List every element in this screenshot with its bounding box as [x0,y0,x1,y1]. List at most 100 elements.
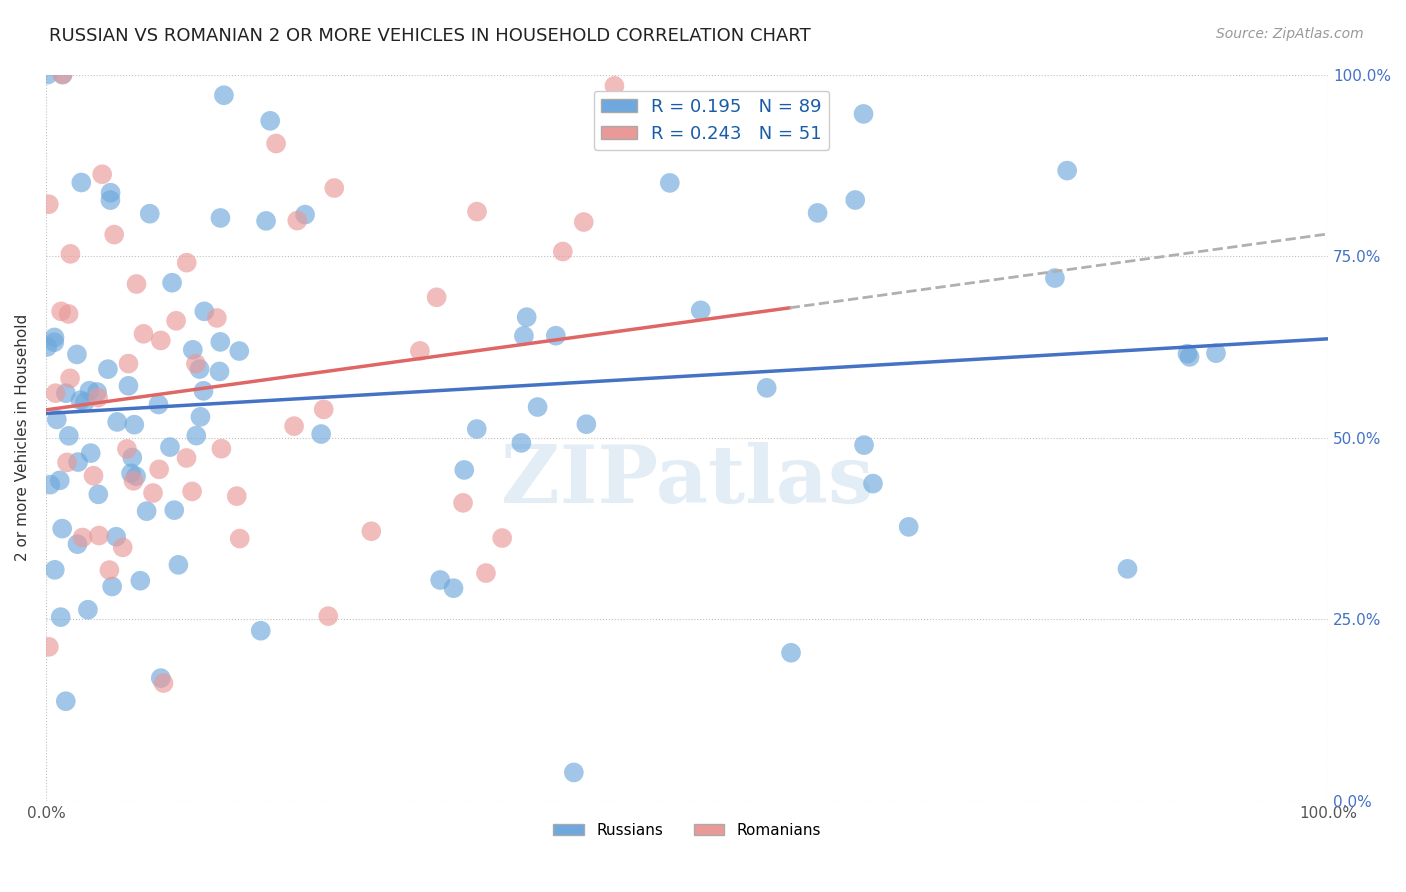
Point [135,504,157,518]
Point [285,213,308,227]
Point [87,487,110,501]
Point [208,364,231,378]
Point [205,310,228,325]
Point [1116,562,1139,576]
Point [52,68,75,82]
Point [225,489,247,503]
Point [86,384,108,399]
Point [209,211,232,225]
Point [122,474,145,488]
Point [117,357,139,371]
Point [51,522,73,536]
Point [897,520,920,534]
Point [73,395,96,409]
Point [645,128,668,142]
Point [101,580,124,594]
Point [115,442,138,456]
Point [97,362,120,376]
Point [91,167,114,181]
Point [139,207,162,221]
Point [148,397,170,411]
Point [55,386,77,401]
Point [56,455,79,469]
Point [39,477,62,491]
Point [58,429,80,443]
Point [755,381,778,395]
Point [45,412,67,426]
Point [1177,347,1199,361]
Point [87,391,110,405]
Point [451,496,474,510]
Point [66,537,89,551]
Point [59,247,82,261]
Point [44,386,66,401]
Point [49,304,72,318]
Point [475,566,498,580]
Point [105,415,128,429]
Point [780,646,803,660]
Point [149,334,172,348]
Point [59,371,82,385]
Point [100,193,122,207]
Point [188,362,211,376]
Point [70,176,93,190]
Point [55,694,77,708]
Point [429,573,451,587]
Point [190,409,212,424]
Text: ZIPatlas: ZIPatlas [501,442,873,520]
Point [443,581,465,595]
Point [176,450,198,465]
Point [80,446,103,460]
Point [283,419,305,434]
Point [125,469,148,483]
Point [142,486,165,500]
Point [309,427,332,442]
Point [544,328,567,343]
Point [121,450,143,465]
Point [152,676,174,690]
Point [124,417,146,432]
Point [1056,163,1078,178]
Point [526,400,548,414]
Point [38,640,60,654]
Point [38,197,60,211]
Point [516,310,538,325]
Point [186,428,208,442]
Point [316,609,339,624]
Point [603,78,626,93]
Point [87,528,110,542]
Point [465,204,488,219]
Point [51,68,73,82]
Point [77,603,100,617]
Point [294,208,316,222]
Point [465,422,488,436]
Point [323,181,346,195]
Point [426,290,449,304]
Point [551,244,574,259]
Point [100,186,122,200]
Point [264,136,287,151]
Point [409,343,432,358]
Point [853,438,876,452]
Point [689,303,711,318]
Point [1178,350,1201,364]
Text: RUSSIAN VS ROMANIAN 2 OR MORE VEHICLES IN HOUSEHOLD CORRELATION CHART: RUSSIAN VS ROMANIAN 2 OR MORE VEHICLES I… [49,27,811,45]
Point [193,384,215,398]
Point [259,113,281,128]
Point [184,357,207,371]
Point [103,227,125,242]
Y-axis label: 2 or more Vehicles in Household: 2 or more Vehicles in Household [15,314,30,561]
Point [48,474,70,488]
Point [58,307,80,321]
Point [129,574,152,588]
Point [572,215,595,229]
Point [228,344,250,359]
Point [105,530,128,544]
Point [125,277,148,291]
Point [575,417,598,432]
Point [229,532,252,546]
Point [165,314,187,328]
Point [98,563,121,577]
Point [209,442,232,456]
Point [111,541,134,555]
